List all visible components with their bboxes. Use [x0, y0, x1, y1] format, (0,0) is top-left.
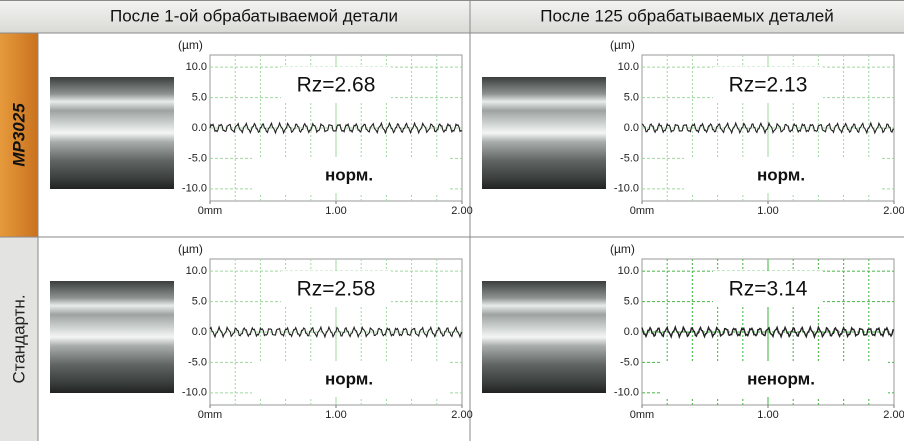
x-tick-label: 1.00	[325, 409, 346, 421]
verdict-box	[252, 157, 448, 193]
y-tick-label: 0.0	[192, 326, 207, 338]
y-tick-label: 10.0	[618, 265, 639, 277]
x-tick-label: 0mm	[630, 409, 654, 421]
part-photo	[50, 77, 174, 189]
profile-trace	[209, 325, 463, 339]
verdict: ненорм.	[747, 369, 815, 388]
part-photo	[50, 281, 174, 393]
verdict: норм.	[325, 369, 373, 388]
rz-box	[281, 271, 391, 307]
x-tick-label: 1.00	[325, 205, 346, 217]
y-tick-label: -5.0	[620, 356, 639, 368]
rz-value: Rz=2.58	[297, 278, 376, 301]
cell: 10.0 5.0 0.0 -5.0 -10.0 0mm 1.00 2.00 (µm) Rz=3.1…	[482, 242, 904, 421]
row-label-bg	[0, 237, 38, 441]
part-photo	[482, 77, 606, 189]
y-tick-label: -10.0	[614, 387, 639, 399]
y-tick-label: -5.0	[188, 356, 207, 368]
y-axis-label: (µm)	[178, 38, 203, 52]
verdict-box	[252, 361, 448, 397]
x-tick-label: 2.00	[883, 409, 904, 421]
row-label: MP3025	[9, 103, 28, 167]
cell: 10.0 5.0 0.0 -5.0 -10.0 0mm 1.00 2.00 (µm) Rz=2.5…	[50, 242, 473, 421]
y-tick-label: 0.0	[624, 326, 639, 338]
cell: 10.0 5.0 0.0 -5.0 -10.0 0mm 1.00 2.00 (µm) Rz=2.1…	[482, 38, 904, 217]
y-tick-label: 10.0	[186, 61, 207, 73]
column-header: После 125 обрабатываемых деталей	[540, 6, 834, 25]
y-tick-label: -10.0	[614, 183, 639, 195]
profile-trace	[641, 121, 895, 135]
y-tick-label: 5.0	[624, 295, 639, 307]
y-tick-label: -10.0	[182, 387, 207, 399]
x-tick-label: 0mm	[198, 409, 222, 421]
rz-value: Rz=2.13	[729, 74, 808, 97]
cell: 10.0 5.0 0.0 -5.0 -10.0 0mm 1.00 2.00 (µm) Rz=2.6…	[50, 38, 473, 217]
x-tick-label: 0mm	[198, 205, 222, 217]
rz-box	[281, 67, 391, 103]
x-tick-label: 1.00	[757, 409, 778, 421]
y-axis-label: (µm)	[610, 242, 635, 256]
verdict-box	[660, 361, 888, 397]
x-tick-label: 0mm	[630, 205, 654, 217]
profile-trace	[641, 324, 895, 340]
y-tick-label: 5.0	[624, 91, 639, 103]
x-tick-label: 1.00	[757, 205, 778, 217]
y-tick-label: -10.0	[182, 183, 207, 195]
y-tick-label: 10.0	[186, 265, 207, 277]
x-tick-label: 2.00	[451, 205, 472, 217]
verdict: норм.	[757, 165, 805, 184]
column-header: После 1-ой обрабатываемой детали	[110, 6, 398, 25]
y-axis-label: (µm)	[178, 242, 203, 256]
x-tick-label: 2.00	[883, 205, 904, 217]
y-tick-label: 0.0	[624, 122, 639, 134]
rz-value: Rz=3.14	[729, 278, 808, 301]
rz-box	[713, 271, 823, 307]
rz-box	[713, 67, 823, 103]
row-label-bg	[0, 33, 38, 237]
y-tick-label: 10.0	[618, 61, 639, 73]
header-bg	[0, 0, 904, 33]
rz-value: Rz=2.68	[297, 74, 376, 97]
y-tick-label: 5.0	[192, 295, 207, 307]
verdict: норм.	[325, 165, 373, 184]
y-tick-label: -5.0	[188, 152, 207, 164]
profile-trace	[209, 121, 463, 135]
part-photo	[482, 281, 606, 393]
y-tick-label: -5.0	[620, 152, 639, 164]
x-tick-label: 2.00	[451, 409, 472, 421]
row-label: Стандартн.	[9, 294, 28, 383]
y-tick-label: 0.0	[192, 122, 207, 134]
y-axis-label: (µm)	[610, 38, 635, 52]
y-tick-label: 5.0	[192, 91, 207, 103]
verdict-box	[684, 157, 880, 193]
